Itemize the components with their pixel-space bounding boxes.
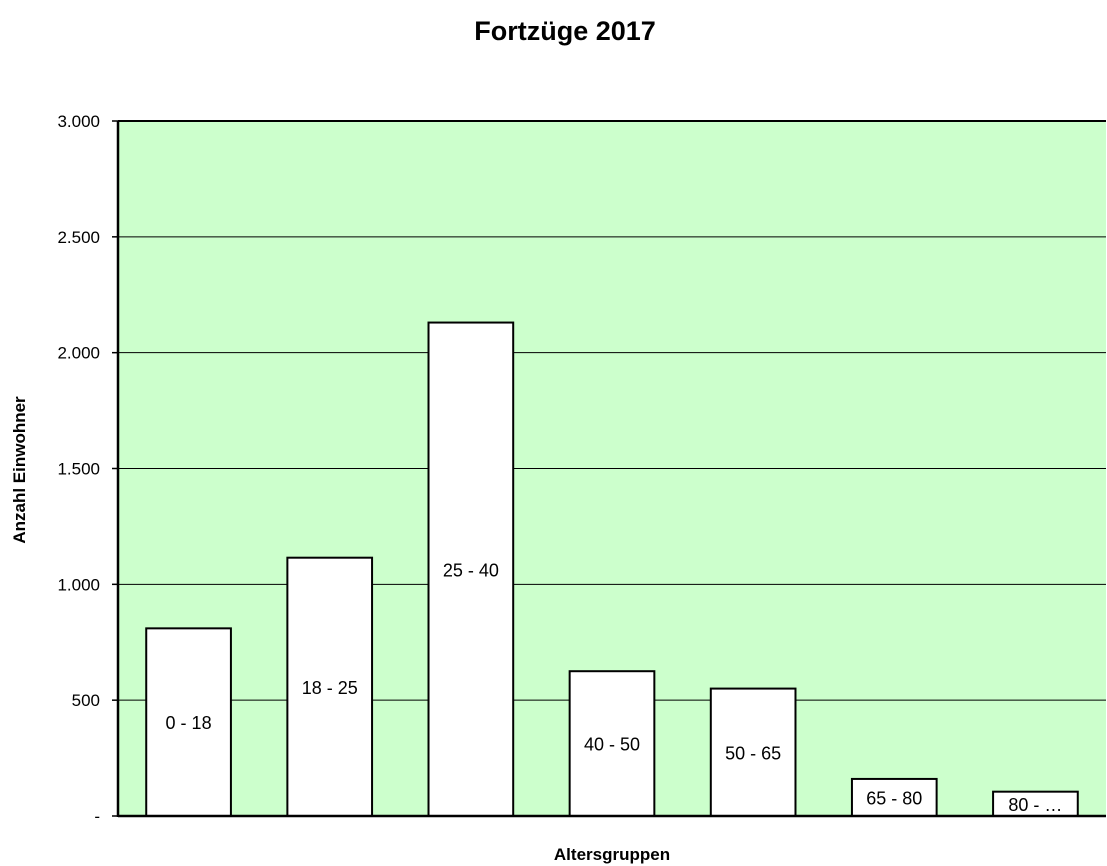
- bar: [709, 687, 797, 817]
- bar: [992, 790, 1079, 817]
- chart-title: Fortzüge 2017: [474, 16, 656, 46]
- bar-label: 0 - 18: [166, 713, 212, 733]
- x-axis-label: Altersgruppen: [554, 845, 670, 864]
- y-tick-label: 3.000: [57, 112, 100, 131]
- bar: [145, 627, 232, 817]
- y-axis-label: Anzahl Einwohner: [10, 396, 29, 544]
- bar-label: 25 - 40: [443, 560, 499, 580]
- bar-label: 18 - 25: [302, 678, 358, 698]
- gridlines: [118, 236, 1106, 701]
- y-tick-label: 2.500: [57, 228, 100, 247]
- y-tick-label: 500: [72, 691, 100, 710]
- bars: 0 - 18 18 - 25 25 - 40 40 - 50 50 - 65 65 - 8…: [145, 321, 1079, 818]
- y-tick-label: -: [94, 807, 100, 826]
- bar-label: 65 - 80: [866, 788, 922, 808]
- y-tick-label: 1.000: [57, 575, 100, 594]
- y-tick-label: 2.000: [57, 344, 100, 363]
- bar: [286, 556, 374, 817]
- bar: [850, 777, 938, 818]
- bar-label: 40 - 50: [584, 735, 640, 755]
- y-tick-labels: - 500 1.000 1.500 2.000 2.500 3.000: [57, 112, 118, 826]
- bar-label: 80 - …: [1008, 795, 1062, 815]
- bar: [427, 321, 515, 817]
- bar-label: 50 - 65: [725, 743, 781, 763]
- y-tick-label: 1.500: [57, 460, 100, 479]
